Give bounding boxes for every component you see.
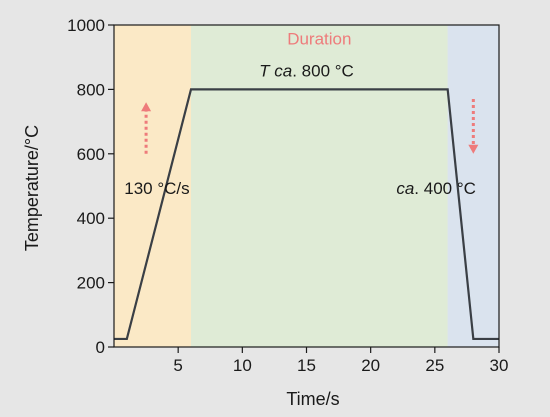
y-tick-label: 400: [77, 209, 105, 228]
trend-arrows: [141, 99, 479, 154]
x-tick-label: 10: [233, 356, 252, 375]
x-tick-label: 25: [425, 356, 444, 375]
x-axis-label: Time/s: [286, 389, 339, 409]
annotation-rest-part: . 400 °C: [414, 179, 476, 198]
y-axis-ticks: 0 200 400 600 800 1000: [67, 16, 114, 357]
annotation-1: Duration: [287, 29, 351, 48]
annotations: Duration T ca. 800 °C 130 °C/s ca. 400 °C: [124, 29, 476, 198]
y-axis-label: Temperature/°C: [22, 125, 42, 251]
y-tick-label: 800: [77, 80, 105, 99]
y-tick-label: 1000: [67, 16, 105, 35]
y-tick-label: 0: [96, 338, 105, 357]
phase-region-1: [114, 25, 191, 347]
annotation-italic-part: T ca: [259, 62, 292, 81]
phase-region-2: [191, 25, 448, 347]
y-tick-label: 200: [77, 274, 105, 293]
y-tick-label: 600: [77, 145, 105, 164]
x-tick-label: 20: [361, 356, 380, 375]
x-axis-ticks: 5 10 15 20 25 30: [173, 347, 508, 375]
x-tick-label: 5: [173, 356, 182, 375]
annotation-3: 130 °C/s: [124, 179, 189, 198]
annotation-2: T ca. 800 °C: [259, 62, 354, 81]
annotation-4: ca. 400 °C: [396, 179, 476, 198]
annotation-italic-part: ca: [396, 179, 414, 198]
x-tick-label: 15: [297, 356, 316, 375]
annotation-rest-part: . 800 °C: [292, 62, 354, 81]
temperature-line: [114, 88, 499, 341]
phase-regions: [114, 25, 499, 347]
arrow-up-head: [141, 102, 152, 112]
arrow-down-head: [468, 144, 479, 154]
phase-region-3: [447, 25, 499, 347]
x-tick-label: 30: [490, 356, 509, 375]
